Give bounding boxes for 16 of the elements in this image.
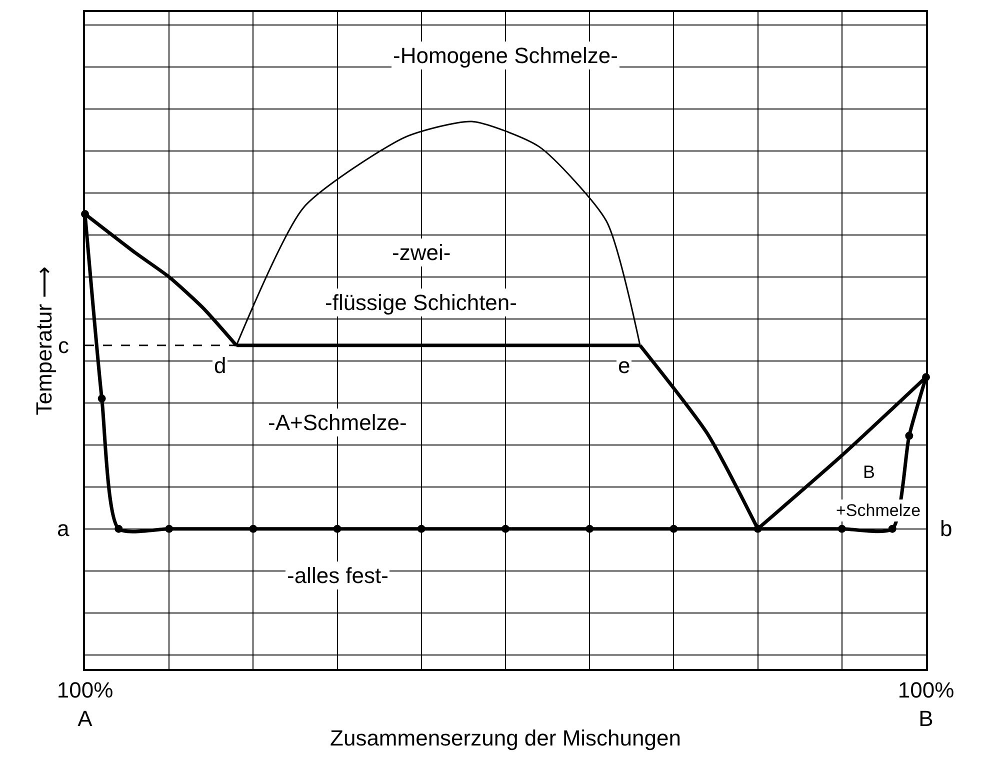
annotation: B — [863, 462, 876, 482]
x-tick-label: 100% A — [56, 677, 114, 731]
annotation: d — [214, 353, 226, 378]
annotation: -alles fest- — [287, 563, 388, 588]
annotation: -A+Schmelze- — [268, 410, 407, 435]
annotation: e — [618, 353, 630, 378]
annotation: -zwei- — [392, 240, 451, 265]
x-tick-label: 100% B — [898, 677, 954, 731]
text: -Homogene Schmelze- — [393, 43, 618, 68]
text: b — [940, 516, 952, 541]
text: c — [58, 333, 69, 358]
y-axis-title: Temperatur ⟶ — [31, 266, 56, 416]
text: a — [57, 516, 70, 541]
annotation: +Schmelze — [836, 501, 921, 520]
x-axis-title: Zusammenserzung der Mischungen — [330, 725, 681, 750]
annotation: -flüssige Schichten- — [325, 290, 517, 315]
